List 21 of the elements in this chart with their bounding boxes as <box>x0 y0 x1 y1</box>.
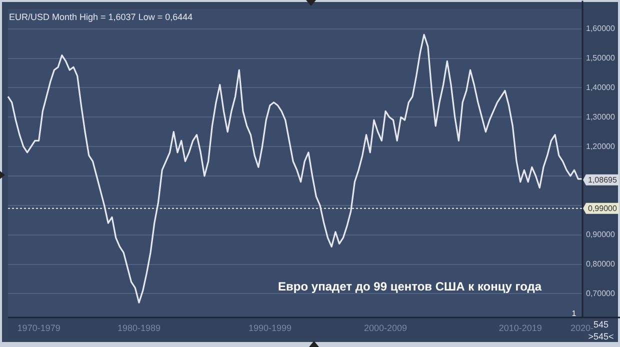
annotation: Евро упадет до 99 центов США к концу года <box>278 279 542 294</box>
annotation: 1,08695 <box>588 176 618 185</box>
x-tick-label: 2010-2019 <box>498 322 542 333</box>
x-tick-label: 1980-1989 <box>117 322 161 333</box>
y-tick-label: 1,40000 <box>586 82 616 92</box>
x-tick-label: 1990-1999 <box>248 322 292 333</box>
y-tick-label: 0,80000 <box>586 260 616 269</box>
y-tick-label: 0,90000 <box>586 230 616 240</box>
x-tick-label: 2020- <box>570 322 594 333</box>
y-tick-label: 1,60000 <box>586 24 616 34</box>
chart-title: EUR/USD Month High = 1,6037 Low = 0,6444 <box>9 12 193 22</box>
y-tick-label: 1,20000 <box>586 142 616 151</box>
y-tick-label: 1,50000 <box>586 53 616 62</box>
x-tick-label: 2000-2009 <box>364 322 408 333</box>
y-tick-label: 1,30000 <box>586 112 616 122</box>
text: 545 <box>593 319 609 330</box>
annotation: 1 <box>572 309 577 318</box>
x-tick-label: 1970-1979 <box>17 322 60 333</box>
text: >545< <box>588 331 614 342</box>
ref-line-label: 0,99000 <box>588 204 618 214</box>
y-tick-label: 0,70000 <box>586 288 616 298</box>
